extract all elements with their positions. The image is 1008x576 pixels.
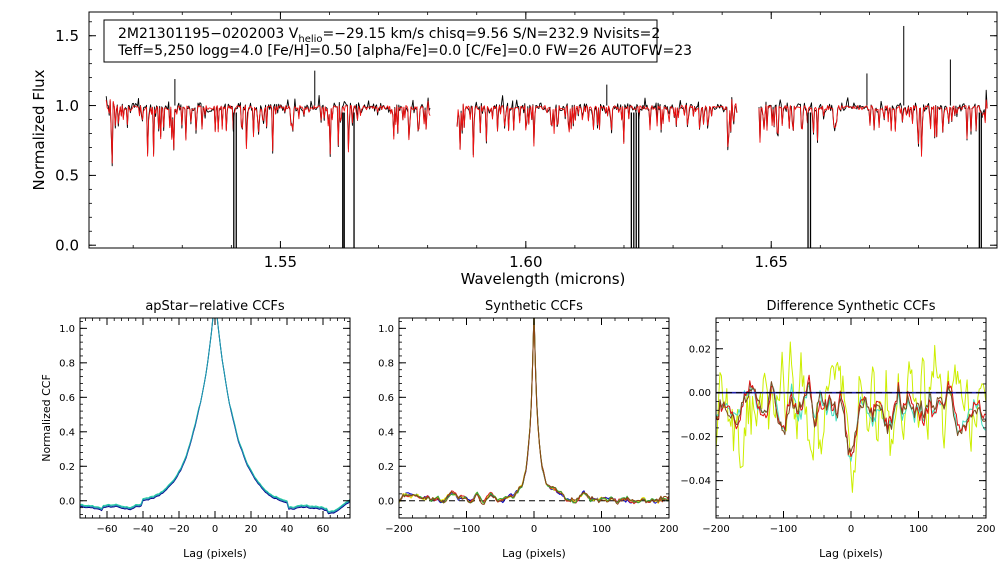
model-spectrum-line xyxy=(105,99,431,164)
synthetic-ccf-xlabel: Lag (pixels) xyxy=(502,547,566,560)
x-tick-label: 1.60 xyxy=(509,253,542,271)
spectrum-ylabel: Normalized Flux xyxy=(30,69,48,190)
y-tick-label: 0.8 xyxy=(59,358,75,369)
synthetic-ccf-axes: −200 −100 0 100 200 0.0 0.2 0.4 0.6 0.8 1.0 xyxy=(378,318,679,535)
apstar-ccf-plot-area xyxy=(80,318,350,515)
y-tick-label: 0.00 xyxy=(689,388,711,399)
y-tick-label: 1.0 xyxy=(59,324,75,335)
x-tick-label: 1.55 xyxy=(264,253,297,271)
difference-ccf-series-group xyxy=(716,341,986,493)
x-tick-label: 20 xyxy=(245,524,258,535)
x-tick-label: −20 xyxy=(168,524,189,535)
x-tick-label: 40 xyxy=(281,524,294,535)
y-tick-label: 0.0 xyxy=(59,496,75,507)
x-tick-label: −60 xyxy=(96,524,117,535)
spectrum-panel: 1.55 1.60 1.65 0.0 0.5 1.0 1.5 Wavelength (mic… xyxy=(30,11,998,288)
difference-ccf-panel: Difference Synthetic CCFs −200 −100 0 100 20… xyxy=(680,299,995,560)
x-tick-label: 0 xyxy=(848,524,854,535)
info-line-1-star: 2M21301195−0202003 V xyxy=(118,26,299,42)
apstar-ccf-axes: −60 −40 −20 0 20 40 60 0.0 0.2 0.4 0.6 0.8 1.0 xyxy=(59,318,350,535)
x-tick-label: −40 xyxy=(132,524,153,535)
x-tick-label: 60 xyxy=(317,524,330,535)
x-tick-label: 1.65 xyxy=(755,253,788,271)
y-tick-label: 1.0 xyxy=(378,324,394,335)
difference-ccf-xlabel: Lag (pixels) xyxy=(819,547,883,560)
synthetic-ccf-title: Synthetic CCFs xyxy=(485,299,583,314)
difference-ccf-title: Difference Synthetic CCFs xyxy=(766,299,935,314)
y-tick-label: 0.4 xyxy=(378,427,394,438)
difference-ccf-line-yellow xyxy=(716,341,986,493)
difference-ccf-line-red xyxy=(716,374,986,457)
x-tick-label: 200 xyxy=(659,524,678,535)
apstar-ccf-xlabel: Lag (pixels) xyxy=(183,547,247,560)
x-tick-label: 0 xyxy=(531,524,537,535)
apstar-ccf-series-group xyxy=(80,318,350,515)
x-tick-label: −100 xyxy=(453,524,480,535)
y-tick-label: 0.5 xyxy=(55,167,79,185)
difference-ccf-axes: −200 −100 0 100 200 0.02 0.00 −0.02 −0.04 xyxy=(680,318,996,535)
y-tick-label: 0.0 xyxy=(378,496,394,507)
y-tick-label: 0.2 xyxy=(59,462,75,473)
apstar-ccf-line-visit-3 xyxy=(80,318,350,514)
difference-ccf-plot-area xyxy=(716,341,986,493)
model-spectrum-line xyxy=(758,99,988,157)
y-tick-label: −0.04 xyxy=(680,476,711,487)
x-tick-label: −200 xyxy=(702,524,729,535)
info-line-1-subscript: helio xyxy=(298,34,322,45)
synthetic-ccf-panel: Synthetic CCFs −200 −100 0 100 200 0.0 0.2 0.4 0… xyxy=(378,299,678,560)
y-tick-label: 1.0 xyxy=(55,97,79,115)
x-tick-label: −200 xyxy=(385,524,412,535)
model-spectrum-line xyxy=(456,99,738,158)
y-tick-label: 0.6 xyxy=(378,393,394,404)
apstar-ccf-line-visit-1 xyxy=(80,318,350,515)
info-line-1-values: =−29.15 km/s chisq=9.56 S/N=232.9 Nvisit… xyxy=(323,26,661,42)
x-tick-label: 100 xyxy=(909,524,928,535)
x-tick-label: 200 xyxy=(976,524,995,535)
info-line-1: 2M21301195−0202003 Vhelio=−29.15 km/s ch… xyxy=(118,26,660,45)
spectrum-plot-area xyxy=(105,25,988,248)
y-tick-label: −0.02 xyxy=(680,432,711,443)
spectrum-series-group xyxy=(105,25,988,248)
difference-ccf-line-brown xyxy=(716,381,986,454)
apstar-ccf-panel: apStar−relative CCFs −60 −40 −20 0 20 40 60 0.0… xyxy=(40,299,351,560)
synthetic-ccf-line-brown xyxy=(399,318,669,505)
info-line-2: Teff=5,250 logg=4.0 [Fe/H]=0.50 [alpha/F… xyxy=(117,43,692,59)
x-tick-label: −100 xyxy=(770,524,797,535)
y-tick-label: 0.6 xyxy=(59,393,75,404)
y-tick-label: 0.02 xyxy=(689,344,711,355)
y-tick-label: 0.4 xyxy=(59,427,75,438)
y-tick-label: 1.5 xyxy=(55,27,79,45)
apstar-ccf-title: apStar−relative CCFs xyxy=(145,299,285,314)
x-tick-label: 100 xyxy=(592,524,611,535)
synthetic-ccf-plot-area xyxy=(399,318,669,505)
apstar-ccf-line-visit-2 xyxy=(80,318,350,513)
x-tick-label: 0 xyxy=(212,524,218,535)
spectrum-frame xyxy=(88,11,998,249)
spectrum-xlabel: Wavelength (microns) xyxy=(461,270,626,288)
apstar-ccf-ylabel: Normalized CCF xyxy=(40,374,53,462)
y-tick-label: 0.0 xyxy=(55,236,79,254)
y-tick-label: 0.8 xyxy=(378,358,394,369)
synthetic-ccf-series-group xyxy=(399,318,669,505)
info-box xyxy=(103,19,658,63)
y-tick-label: 0.2 xyxy=(378,462,394,473)
spectrum-axes: 1.55 1.60 1.65 0.0 0.5 1.0 1.5 xyxy=(55,12,997,271)
